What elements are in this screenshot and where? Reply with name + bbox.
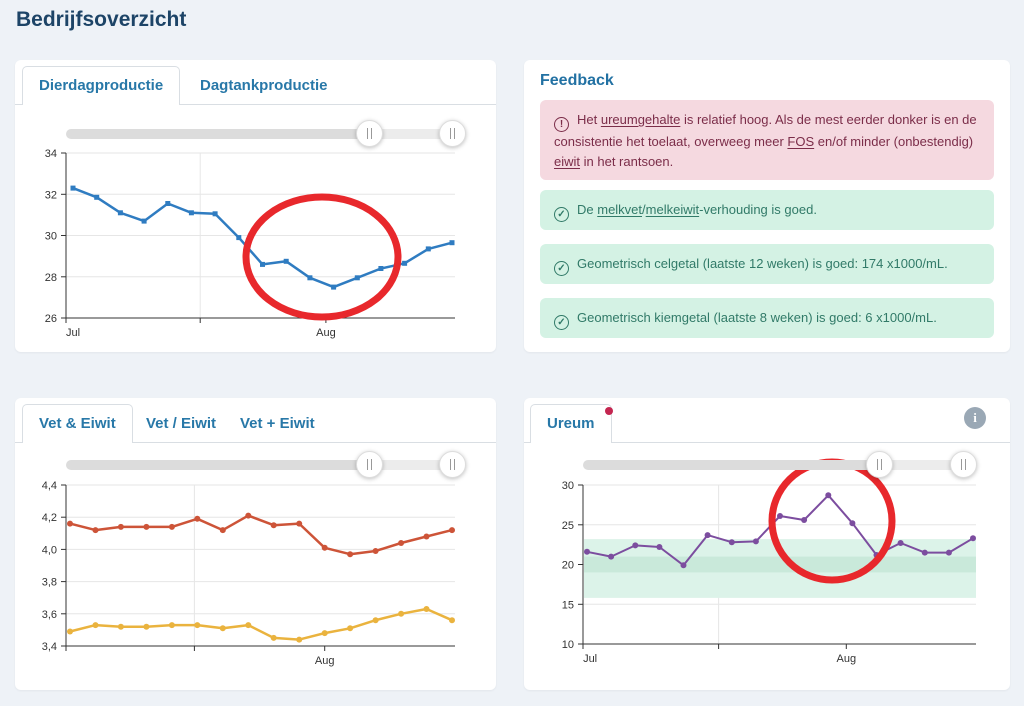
svg-text:28: 28 — [45, 272, 57, 284]
slider-handle-right[interactable] — [950, 451, 977, 478]
svg-text:34: 34 — [45, 148, 57, 160]
warning-circle-icon: ! — [554, 117, 569, 132]
alert-text: Geometrisch celgetal (laatste 12 weken) … — [577, 256, 948, 271]
grip-icon — [367, 459, 372, 470]
term-link[interactable]: eiwit — [554, 154, 581, 169]
grip-icon — [450, 459, 455, 470]
check-circle-icon: ✓ — [554, 207, 569, 222]
vet-eiwit-card: Vet & Eiwit Vet / Eiwit Vet + Eiwit 3,4 3… — [15, 398, 496, 690]
tab-divider — [524, 442, 1010, 443]
slider-track[interactable] — [66, 460, 465, 470]
svg-text:3,6: 3,6 — [42, 609, 57, 621]
alert-text: Het ureumgehalte is relatief hoog. Als d… — [554, 112, 977, 169]
slider-handle-left[interactable] — [866, 451, 893, 478]
ureum-chart: 10 15 20 25 30 Jul Aug — [562, 458, 976, 665]
slider-handle-left[interactable] — [356, 451, 383, 478]
slider-handle-right[interactable] — [439, 451, 466, 478]
slider-track[interactable] — [66, 129, 465, 139]
slider-track[interactable] — [583, 460, 976, 470]
range-slider[interactable] — [583, 451, 977, 479]
vet-eiwit-chart: 3,4 3,6 3,8 4,0 4,2 4,4 Aug — [42, 480, 455, 667]
alert-kiemgetal: ✓ Geometrisch kiemgetal (laatste 8 weken)… — [540, 298, 994, 338]
page-title: Bedrijfsoverzicht — [16, 8, 187, 31]
svg-text:32: 32 — [45, 189, 57, 201]
tab-vet-en-eiwit[interactable]: Vet & Eiwit — [22, 404, 133, 443]
svg-text:10: 10 — [562, 639, 574, 651]
alert-text: De melkvet/melkeiwit-verhouding is goed. — [577, 202, 817, 217]
range-slider[interactable] — [66, 120, 466, 148]
alert-vet-eiwit-ratio: ✓ De melkvet/melkeiwit-verhouding is goed… — [540, 190, 994, 230]
feedback-title: Feedback — [540, 72, 614, 89]
svg-text:Aug: Aug — [837, 653, 857, 665]
tab-ureum[interactable]: Ureum — [530, 404, 613, 443]
term-link[interactable]: melkvet — [597, 202, 643, 217]
slider-handle-left[interactable] — [356, 120, 383, 147]
tab-dierdagproductie[interactable]: Dierdagproductie — [22, 66, 181, 105]
svg-text:4,4: 4,4 — [42, 480, 57, 492]
alert-text: Geometrisch kiemgetal (laatste 8 weken) … — [577, 310, 937, 325]
svg-text:30: 30 — [562, 480, 574, 492]
grip-icon — [450, 128, 455, 139]
annotation-circle — [242, 193, 402, 321]
svg-text:20: 20 — [562, 560, 574, 572]
tab-label: Ureum — [547, 415, 595, 432]
slider-selected-range — [370, 129, 453, 139]
svg-text:25: 25 — [562, 520, 574, 532]
svg-text:Jul: Jul — [66, 327, 80, 339]
svg-text:4,0: 4,0 — [42, 544, 57, 556]
alert-ureum-high: ! Het ureumgehalte is relatief hoog. Als … — [540, 100, 994, 180]
svg-text:3,8: 3,8 — [42, 577, 57, 589]
svg-text:30: 30 — [45, 231, 57, 243]
dierdagproductie-chart: 26 28 30 32 34 Jul Aug — [45, 148, 455, 339]
slider-selected-range — [370, 460, 453, 470]
tab-dagtankproductie[interactable]: Dagtankproductie — [200, 77, 328, 94]
tab-vet-gedeeld-eiwit[interactable]: Vet / Eiwit — [146, 415, 217, 432]
info-icon[interactable]: i — [964, 407, 986, 429]
notification-dot-icon — [604, 407, 613, 415]
term-link[interactable]: melkeiwit — [645, 202, 700, 217]
tab-vet-plus-eiwit[interactable]: Vet + Eiwit — [240, 415, 315, 432]
check-circle-icon: ✓ — [554, 315, 569, 330]
grip-icon — [877, 459, 882, 470]
tab-divider — [15, 104, 496, 105]
slider-handle-right[interactable] — [439, 120, 466, 147]
ureum-card: Ureum i 10 15 20 25 30 Jul Aug — [524, 398, 1010, 690]
term-link[interactable]: ureumgehalte — [600, 112, 681, 127]
check-circle-icon: ✓ — [554, 261, 569, 276]
svg-text:Aug: Aug — [315, 655, 335, 667]
svg-text:15: 15 — [562, 599, 574, 611]
range-slider[interactable] — [66, 451, 466, 479]
svg-text:Aug: Aug — [316, 327, 336, 339]
svg-text:26: 26 — [45, 313, 57, 325]
feedback-card: Feedback ! Het ureumgehalte is relatief h… — [524, 60, 1010, 352]
grip-icon — [961, 459, 966, 470]
term-link[interactable]: FOS — [787, 134, 815, 149]
svg-text:4,2: 4,2 — [42, 512, 57, 524]
alert-celgetal: ✓ Geometrisch celgetal (laatste 12 weken)… — [540, 244, 994, 284]
dierdagproductie-card: Dierdagproductie Dagtankproductie 26 28 30… — [15, 60, 496, 352]
slider-selected-range — [880, 460, 964, 470]
tab-divider — [15, 442, 496, 443]
svg-text:Jul: Jul — [583, 653, 597, 665]
grip-icon — [367, 128, 372, 139]
svg-text:3,4: 3,4 — [42, 641, 57, 653]
